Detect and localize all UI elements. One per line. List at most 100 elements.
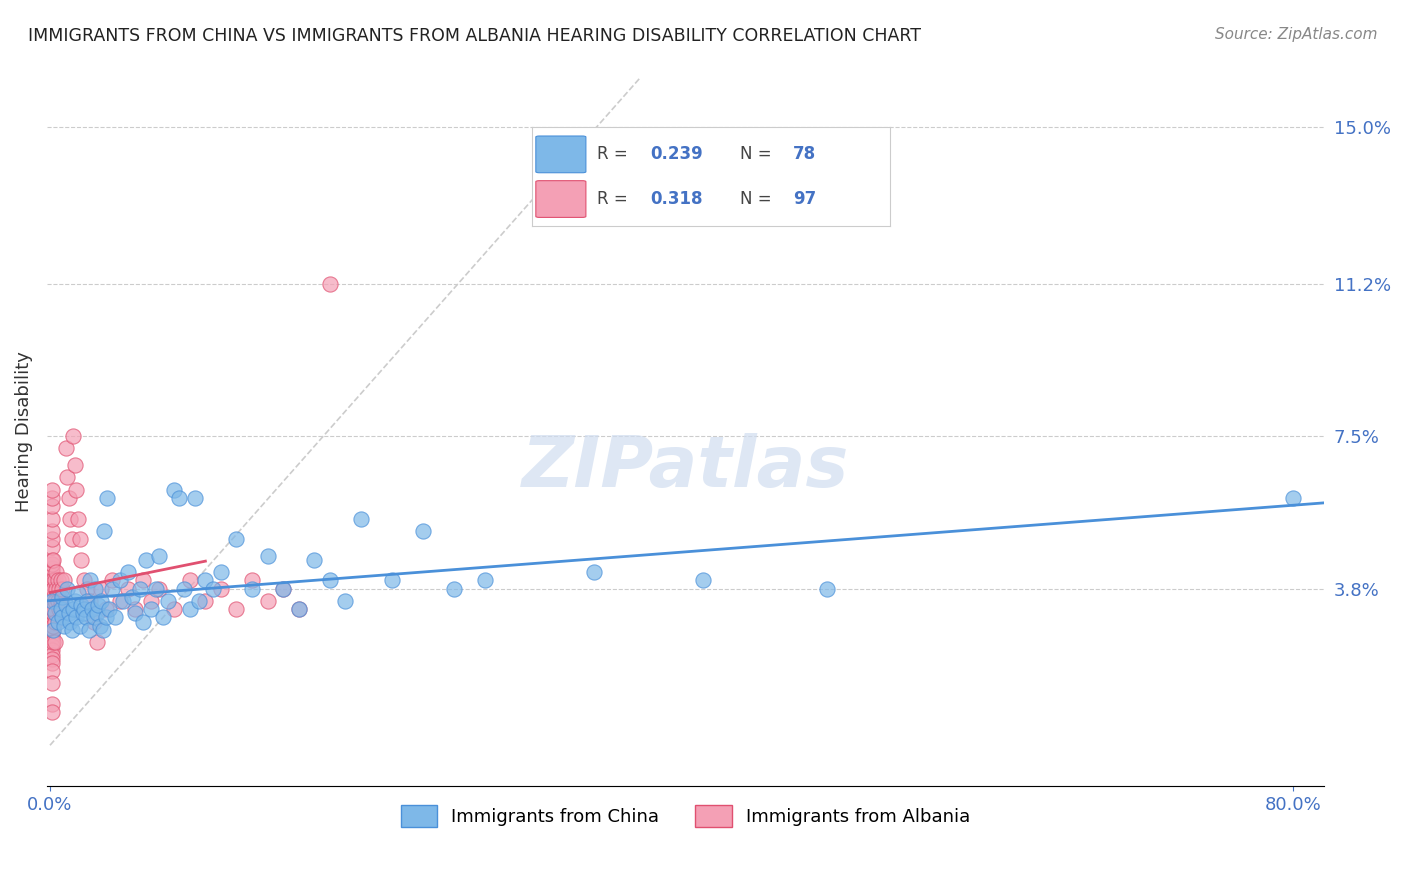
Point (56, 470, 79, 484)
Point (41, 569, 63, 583)
Point (42, 618, 65, 632)
Point (86, 635, 108, 649)
Point (194, 574, 217, 588)
Point (93, 524, 115, 538)
Point (101, 574, 124, 588)
Point (41, 499, 63, 513)
Point (73, 602, 96, 616)
Point (163, 483, 186, 497)
Point (148, 582, 170, 596)
Point (209, 565, 232, 579)
Point (42, 615, 65, 629)
Point (183, 491, 205, 505)
Point (42, 607, 65, 621)
Point (51, 590, 73, 604)
Point (124, 607, 146, 621)
Point (58, 491, 80, 505)
Point (41, 706, 63, 720)
Point (692, 574, 714, 588)
Point (474, 574, 496, 588)
Point (42, 582, 65, 596)
Point (256, 549, 278, 563)
Point (51, 602, 73, 616)
Point (46, 594, 69, 608)
Point (79, 594, 101, 608)
Point (84, 582, 107, 596)
Point (98, 602, 121, 616)
Point (287, 602, 309, 616)
Point (59, 615, 82, 629)
Point (58, 607, 80, 621)
Point (271, 582, 294, 596)
Point (41, 627, 63, 641)
Point (94, 610, 117, 624)
Point (44, 594, 66, 608)
Point (335, 594, 357, 608)
Text: Source: ZipAtlas.com: Source: ZipAtlas.com (1215, 27, 1378, 42)
Point (42, 623, 65, 637)
Point (145, 582, 167, 596)
Point (117, 565, 139, 579)
Point (75, 610, 97, 624)
Point (41, 577, 63, 591)
Point (90, 582, 112, 596)
Point (55, 442, 77, 456)
Point (41, 585, 63, 599)
Text: IMMIGRANTS FROM CHINA VS IMMIGRANTS FROM ALBANIA HEARING DISABILITY CORRELATION : IMMIGRANTS FROM CHINA VS IMMIGRANTS FROM… (28, 27, 921, 45)
Point (51, 582, 73, 596)
Point (55, 598, 77, 612)
Point (65, 610, 87, 624)
Point (86, 607, 108, 621)
Point (41, 610, 63, 624)
Point (62, 429, 84, 443)
Point (41, 640, 63, 654)
Point (202, 582, 225, 596)
Point (41, 635, 63, 649)
Point (63, 594, 86, 608)
Point (318, 574, 340, 588)
Point (41, 511, 63, 525)
Point (79, 574, 101, 588)
Point (91, 623, 114, 637)
Point (80, 602, 103, 616)
Point (45, 582, 67, 596)
Point (41, 676, 63, 690)
Point (83, 610, 105, 624)
Point (49, 594, 72, 608)
Point (225, 602, 247, 616)
Point (41, 590, 63, 604)
Point (69, 532, 91, 546)
Point (112, 594, 135, 608)
Point (60, 623, 83, 637)
Point (42, 635, 65, 649)
Point (87, 598, 110, 612)
Point (148, 549, 170, 563)
Point (287, 602, 309, 616)
Point (42, 553, 65, 567)
Point (194, 594, 217, 608)
Point (41, 541, 63, 555)
Point (41, 582, 63, 596)
Point (56, 582, 79, 596)
Point (66, 511, 89, 525)
Point (77, 623, 100, 637)
Point (124, 602, 146, 616)
Point (108, 594, 131, 608)
Point (132, 574, 155, 588)
Point (83, 615, 105, 629)
Point (48, 582, 70, 596)
Point (66, 585, 89, 599)
Point (101, 582, 124, 596)
Point (139, 602, 162, 616)
Point (41, 651, 63, 665)
Point (41, 643, 63, 657)
Point (41, 483, 63, 497)
Point (163, 602, 186, 616)
Point (318, 277, 340, 291)
Point (157, 594, 180, 608)
Point (41, 602, 63, 616)
Point (45, 565, 67, 579)
Point (76, 582, 98, 596)
Point (94, 602, 117, 616)
Point (63, 458, 86, 472)
